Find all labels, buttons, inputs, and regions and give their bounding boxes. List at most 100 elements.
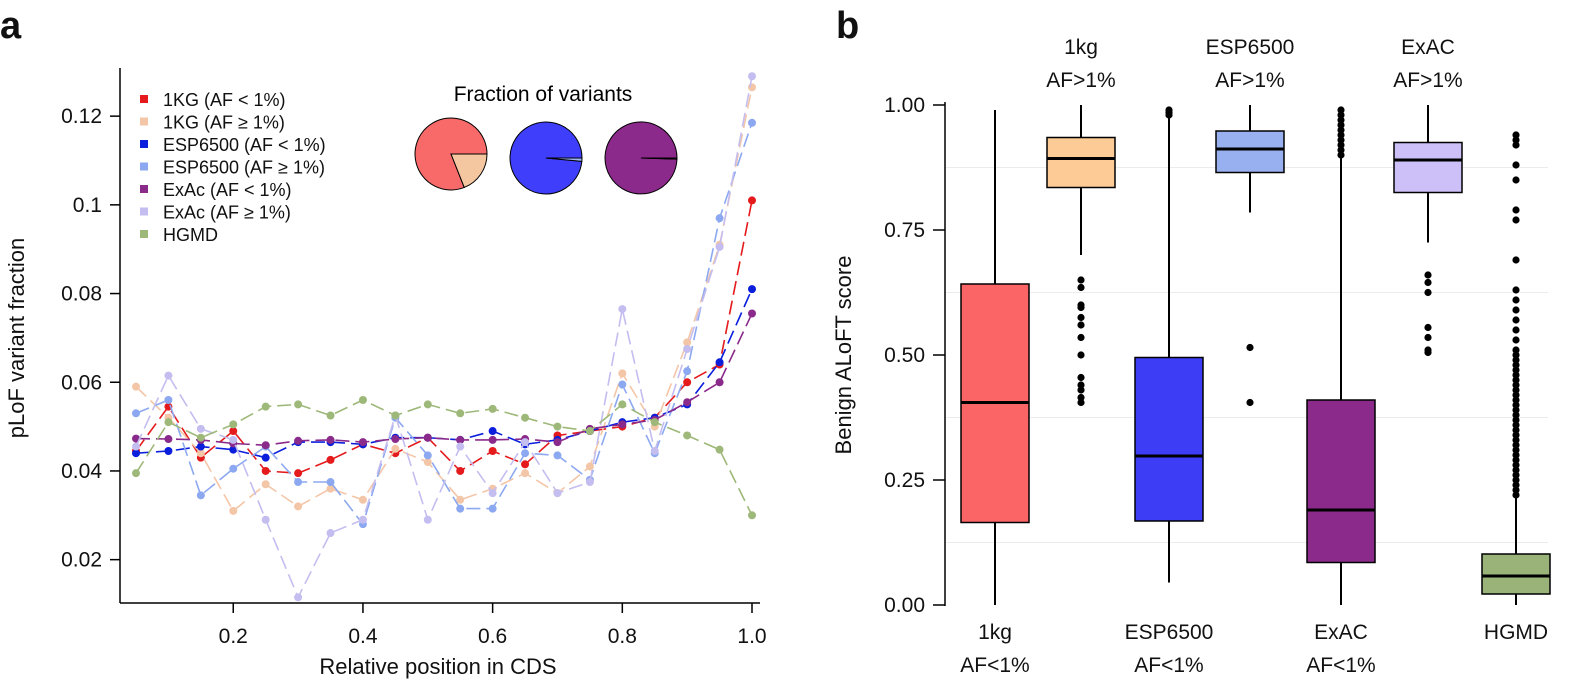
legend-label: ExAc (AF < 1%): [163, 180, 292, 200]
series-point: [553, 438, 562, 447]
box-outlier: [1512, 386, 1520, 394]
box-group: [1306, 106, 1376, 605]
series-point: [261, 466, 270, 475]
series-point: [164, 395, 173, 404]
series-point: [229, 420, 238, 429]
box-outlier: [1512, 136, 1520, 144]
panel-a-y-tick-label: 0.12: [61, 105, 102, 128]
series-point: [748, 511, 756, 520]
series-point: [650, 418, 659, 427]
box-outlier: [1512, 481, 1520, 489]
legend-label: ESP6500 (AF < 1%): [163, 135, 326, 155]
series-point: [294, 469, 303, 478]
box-outlier: [1512, 456, 1520, 464]
legend-swatch: [140, 207, 148, 216]
series-point: [196, 424, 205, 433]
box-outlier: [1077, 398, 1085, 407]
panel-b-y-tick-label: 0.50: [884, 344, 925, 367]
box-outlier: [1512, 446, 1520, 454]
box-outlier: [1337, 106, 1345, 114]
box-outlier: [1512, 371, 1520, 379]
legend-label: 1KG (AF < 1%): [163, 90, 286, 110]
series-point: [196, 449, 205, 458]
series-point: [132, 382, 140, 391]
box-outlier: [1512, 206, 1520, 214]
box-outlier: [1512, 376, 1520, 384]
box-label-line1: ExAC: [1314, 621, 1368, 644]
box-outlier: [1512, 411, 1520, 419]
panel-b-y-axis-title: Benign ALoFT score: [831, 256, 856, 455]
box-outlier: [1077, 276, 1085, 284]
box-group: [1134, 106, 1204, 583]
box-outlier: [1424, 348, 1432, 357]
legend-swatch: [140, 162, 148, 171]
panel-b-axes: 0.00 0.25 0.50 0.75 1.00: [884, 94, 946, 617]
box-outlier: [1512, 336, 1520, 344]
panel-a-pie-inset: Fraction of variants: [414, 83, 678, 195]
series-point: [294, 478, 303, 487]
box-outlier: [1512, 296, 1520, 304]
series-point: [132, 449, 140, 458]
series-point: [358, 395, 367, 404]
series-point: [326, 411, 335, 420]
series-point: [423, 451, 432, 460]
box-outlier: [1077, 373, 1085, 382]
box-outlier: [1512, 306, 1520, 314]
box-outlier: [1246, 398, 1254, 407]
box-outlier: [1512, 286, 1520, 294]
series-point: [683, 398, 692, 407]
series-point: [618, 400, 627, 409]
box-label-line2: AF>1%: [1046, 69, 1115, 92]
legend-label: 1KG (AF ≥ 1%): [163, 113, 285, 133]
series-point: [261, 402, 270, 411]
box-group: [960, 110, 1030, 605]
series-point: [521, 449, 530, 458]
box-outlier: [1512, 486, 1520, 494]
series-point: [132, 442, 140, 451]
box-outlier: [1424, 288, 1432, 297]
panel-a-x-tick-label: 0.6: [478, 625, 507, 648]
box-group: [1046, 105, 1116, 407]
box-outlier: [1512, 346, 1520, 354]
box-outlier: [1337, 141, 1345, 149]
box-outlier: [1512, 461, 1520, 469]
panel-a-y-tick-label: 0.1: [73, 194, 102, 217]
series-point: [261, 480, 270, 489]
series-point: [164, 418, 173, 427]
series-point: [521, 413, 530, 422]
series-point: [488, 504, 497, 513]
series-point: [748, 83, 756, 92]
series-point: [748, 72, 756, 81]
panel-b-boxes: [960, 105, 1551, 605]
box-outlier: [1512, 426, 1520, 434]
series-point: [618, 420, 627, 429]
box-outlier: [1077, 381, 1085, 389]
box-body: [1393, 141, 1463, 194]
series-point: [326, 478, 335, 487]
series-point: [261, 453, 270, 462]
panel-b-gridlines: [945, 167, 1548, 543]
series-point: [748, 196, 756, 205]
series-point: [326, 455, 335, 464]
series-line-2: [135, 288, 753, 459]
box-outlier: [1077, 321, 1085, 329]
panel-a-axes: 0.2 0.4 0.6 0.8 1.0 0.02 0.04 0.06 0.08 0.1 0.12: [61, 68, 767, 648]
series-point: [748, 118, 756, 127]
box-outlier: [1512, 356, 1520, 364]
series-point: [423, 458, 432, 467]
box-outlier: [1077, 393, 1085, 402]
series-point: [683, 344, 692, 353]
panel-a-legend: 1KG (AF < 1%) 1KG (AF ≥ 1%)ESP6500 (AF < …: [140, 90, 326, 245]
panel-a-y-tick-label: 0.04: [61, 460, 102, 483]
box-label-line1: 1kg: [978, 621, 1012, 644]
series-point: [164, 446, 173, 455]
box-outlier: [1512, 316, 1520, 324]
panel-a-x-tick-label: 0.8: [608, 625, 637, 648]
series-point: [391, 444, 400, 453]
panel-a-y-tick-label: 0.08: [61, 283, 102, 306]
series-point: [521, 469, 530, 478]
box-outlier: [1512, 326, 1520, 334]
series-point: [585, 462, 594, 471]
series-point: [488, 427, 497, 436]
series-point: [488, 404, 497, 413]
